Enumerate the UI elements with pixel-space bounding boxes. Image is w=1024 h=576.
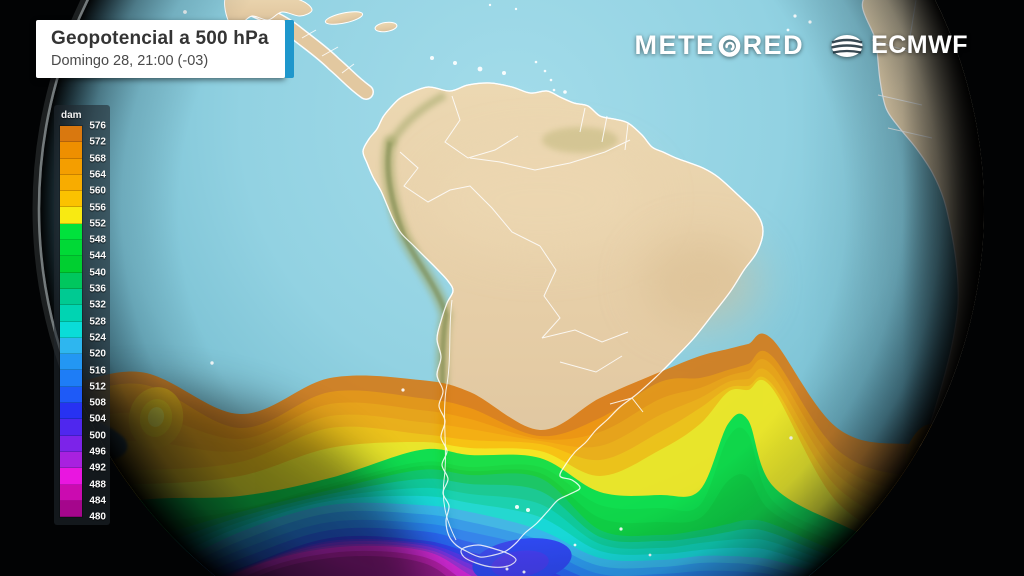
legend-tick: 488 [89, 479, 106, 491]
rim-line [37, 0, 90, 400]
legend-tick: 568 [89, 153, 106, 165]
legend-tick: 552 [89, 218, 106, 230]
legend-tick: 504 [89, 413, 106, 425]
legend-tick: 520 [89, 348, 106, 360]
legend-tick: 528 [89, 316, 106, 328]
legend-unit-label: dam [61, 110, 82, 121]
legend-tick: 572 [89, 136, 106, 148]
ecmwf-logo: ECMWF [830, 31, 968, 60]
legend-tick: 532 [89, 299, 106, 311]
legend: dam 576 572 568 564 560 556 552 548 544 540 536 532… [54, 105, 110, 526]
ecmwf-text: ECMWF [871, 31, 968, 59]
legend-tick: 516 [89, 365, 106, 376]
legend-color-strip [60, 126, 82, 518]
terminator-shadow [40, 390, 425, 576]
legend-tick: 544 [89, 250, 106, 262]
map-title: Geopotencial a 500 hPa [51, 28, 269, 49]
legend-tick: 492 [89, 462, 106, 474]
legend-tick: 524 [89, 332, 106, 344]
legend-tick: 512 [89, 381, 106, 393]
rim-glow [32, 0, 89, 400]
title-card: Geopotencial a 500 hPa Domingo 28, 21:00… [36, 20, 294, 78]
map-datetime: Domingo 28, 21:00 (-03) [51, 53, 209, 69]
title-accent-bar [284, 20, 294, 78]
legend-tick-labels: 576 572 568 564 560 556 552 548 544 540 536 532 528 5… [82, 121, 106, 523]
legend-tick: 540 [89, 267, 106, 279]
ecmwf-globe-icon [831, 34, 863, 57]
meteored-text-post: RED [742, 30, 805, 60]
legend-tick: 556 [89, 202, 106, 213]
legend-tick: 548 [89, 234, 106, 246]
legend-tick: 500 [89, 430, 106, 442]
legend-tick: 484 [89, 495, 106, 507]
legend-tick: 508 [89, 397, 106, 409]
meteored-o-icon [718, 35, 740, 57]
meteored-text-pre: METE [634, 30, 716, 60]
meteored-logo: METE RED [635, 30, 805, 61]
branding: METE RED ECMWF [635, 30, 968, 61]
legend-tick: 496 [89, 446, 106, 458]
legend-tick: 576 [89, 120, 106, 132]
legend-tick: 480 [89, 511, 106, 523]
legend-tick: 560 [89, 185, 106, 197]
atmosphere-rim [32, 0, 90, 400]
legend-tick: 564 [89, 169, 106, 181]
legend-tick: 536 [89, 283, 106, 295]
